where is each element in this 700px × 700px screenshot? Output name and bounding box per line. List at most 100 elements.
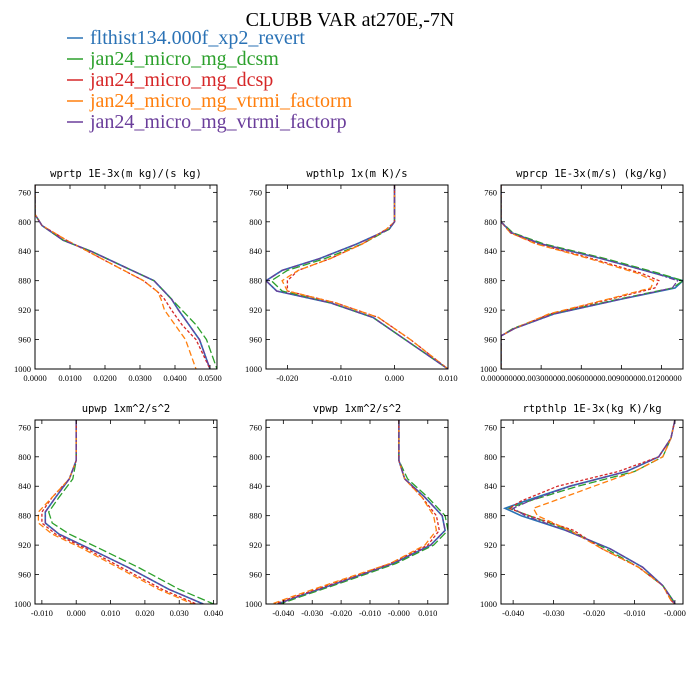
plot-frame — [34, 419, 218, 605]
y-tick-label: 840 — [484, 481, 497, 491]
x-tick-label: 0.0400 — [163, 373, 186, 383]
series-line — [270, 185, 448, 369]
x-tick-label: 0.00000000 — [481, 373, 521, 383]
plot-frame — [500, 419, 684, 605]
x-tick-label: 0.010 — [101, 608, 120, 618]
x-tick-label: 0.010 — [438, 373, 457, 383]
y-tick-label: 920 — [249, 540, 262, 550]
series-line — [35, 185, 211, 369]
y-tick-label: 960 — [484, 335, 497, 345]
chart-panel: upwp 1xm^2/s^2 760 800 840 880 920 960 1000-0.0… — [14, 403, 223, 618]
y-tick-label: 960 — [18, 335, 31, 345]
x-tick-label: 0.01200000 — [641, 373, 681, 383]
series-line — [286, 185, 448, 369]
chart-panel: rtpthlp 1E-3x(kg K)/kg 760 800 840 880 920 960… — [480, 403, 686, 618]
x-tick-label: -0.040 — [502, 608, 524, 618]
y-tick-label: 1000 — [480, 599, 497, 609]
panel-title: wprcp 1E-3x(m/s) (kg/kg) — [516, 168, 668, 180]
y-tick-label: 880 — [484, 511, 497, 521]
x-tick-label: 0.030 — [170, 608, 189, 618]
x-tick-label: -0.030 — [301, 608, 323, 618]
legend: flthist134.000f_xp2_revertjan24_micro_mg… — [67, 27, 353, 133]
x-tick-label: 0.010 — [418, 608, 437, 618]
series-line — [281, 185, 448, 369]
y-tick-label: 1000 — [14, 364, 31, 374]
series-line — [44, 420, 204, 604]
plot-frame — [500, 184, 684, 370]
series-line — [501, 185, 655, 369]
series-line — [501, 185, 683, 369]
y-tick-label: 840 — [484, 246, 497, 256]
y-tick-label: 760 — [484, 187, 497, 197]
x-tick-label: 0.00300000 — [521, 373, 561, 383]
y-tick-label: 760 — [484, 422, 497, 432]
x-tick-label: 0.0300 — [128, 373, 151, 383]
x-tick-label: -0.000 — [664, 608, 686, 618]
y-tick-label: 800 — [249, 452, 262, 462]
y-tick-label: 800 — [484, 217, 497, 227]
x-tick-label: -0.000 — [388, 608, 410, 618]
y-tick-label: 880 — [18, 511, 31, 521]
series-line — [271, 420, 438, 604]
series-line — [507, 420, 676, 604]
y-tick-label: 800 — [249, 217, 262, 227]
x-tick-label: -0.020 — [583, 608, 605, 618]
series-line — [37, 420, 194, 604]
x-tick-label: 0.000 — [385, 373, 404, 383]
x-tick-label: -0.020 — [330, 608, 352, 618]
chart-panel: wprtp 1E-3x(m kg)/(s kg) 760 800 840 880 920 9… — [14, 168, 222, 383]
series-line — [502, 420, 676, 604]
plot-frame — [265, 184, 449, 370]
y-tick-label: 880 — [249, 276, 262, 286]
x-tick-label: 0.00900000 — [601, 373, 641, 383]
series-line — [277, 420, 446, 604]
panel-title: vpwp 1xm^2/s^2 — [313, 403, 402, 415]
x-tick-label: -0.040 — [272, 608, 294, 618]
y-tick-label: 920 — [484, 540, 497, 550]
y-tick-label: 960 — [18, 570, 31, 580]
y-tick-label: 880 — [484, 276, 497, 286]
y-tick-label: 800 — [18, 452, 31, 462]
y-tick-label: 960 — [249, 570, 262, 580]
chart-panel: wpthlp 1x(m K)/s 760 800 840 880 920 960 1000 -0… — [245, 168, 458, 383]
series-line — [266, 185, 448, 369]
chart-panel: vpwp 1xm^2/s^2 760 800 840 880 920 960 1000 -0.0… — [245, 403, 449, 618]
x-tick-label: -0.020 — [276, 373, 298, 383]
y-tick-label: 920 — [484, 305, 497, 315]
y-tick-label: 960 — [484, 570, 497, 580]
panel-title: upwp 1xm^2/s^2 — [82, 403, 171, 415]
legend-label: jan24_micro_mg_vtrmi_factorm — [89, 90, 353, 112]
x-tick-label: 0.040 — [204, 608, 223, 618]
chart-panel: wprcp 1E-3x(m/s) (kg/kg) 760 800 840 880 920 9… — [480, 168, 684, 383]
plot-frame — [34, 184, 218, 370]
series-line — [44, 420, 204, 604]
figure-title: CLUBB VAR at270E,-7N — [246, 9, 455, 31]
series-line — [280, 420, 448, 604]
y-tick-label: 840 — [249, 481, 262, 491]
x-tick-label: 0.0500 — [198, 373, 221, 383]
series-line — [47, 420, 214, 604]
panel-title: wprtp 1E-3x(m kg)/(s kg) — [50, 168, 202, 180]
x-tick-label: -0.010 — [359, 608, 381, 618]
y-tick-label: 920 — [18, 305, 31, 315]
panels-grid: wprtp 1E-3x(m kg)/(s kg) 760 800 840 880 920 9… — [14, 168, 686, 618]
series-line — [266, 185, 448, 369]
x-tick-label: -0.030 — [543, 608, 565, 618]
y-tick-label: 760 — [18, 187, 31, 197]
x-tick-label: 0.00600000 — [561, 373, 601, 383]
series-line — [41, 420, 197, 604]
x-tick-label: -0.010 — [330, 373, 352, 383]
y-tick-label: 1000 — [245, 599, 262, 609]
panel-title: wpthlp 1x(m K)/s — [306, 168, 407, 180]
legend-label: jan24_micro_mg_dcsp — [89, 69, 273, 91]
series-line — [35, 185, 211, 369]
x-tick-label: -0.010 — [31, 608, 53, 618]
y-tick-label: 880 — [249, 511, 262, 521]
series-line — [35, 185, 217, 369]
series-line — [501, 185, 683, 369]
y-tick-label: 1000 — [480, 364, 497, 374]
legend-label: jan24_micro_mg_dcsm — [89, 48, 279, 70]
y-tick-label: 840 — [249, 246, 262, 256]
legend-label: jan24_micro_mg_vtrmi_factorp — [89, 111, 347, 133]
